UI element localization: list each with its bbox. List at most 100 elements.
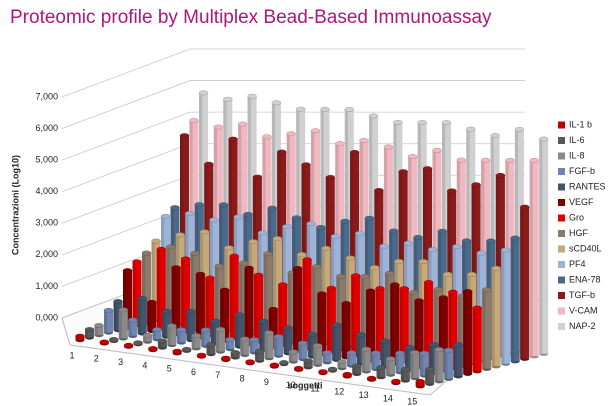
bar-part [423,280,434,285]
bar-part [157,341,167,348]
bar-part [247,96,257,315]
legend-label: PF4 [569,259,586,269]
bar-part [481,287,492,293]
bar-part [240,339,244,355]
bar-part [438,297,448,371]
bar-part [386,358,396,375]
bar-part [415,379,425,384]
bar-part [361,346,372,352]
legend-swatch [558,292,565,299]
bar-part [180,256,191,262]
bar-part [376,367,380,378]
bar-part [167,325,177,345]
legend-swatch [558,183,565,191]
bar-part [259,321,269,350]
bar-part [162,311,166,337]
bar [327,366,338,373]
bar-part [310,128,321,134]
bar-part [424,282,434,365]
bar-part [425,369,429,384]
bar-part [369,265,380,271]
bar-part [118,309,128,339]
bar-part [395,353,399,373]
bar [161,308,172,339]
bar-part [254,275,258,342]
legend-label: NAP-2 [569,321,596,331]
bar-part [326,288,336,352]
bar [293,365,304,372]
legend-label: V-CAM [569,305,598,315]
bar-part [264,332,268,359]
bar-part [237,121,248,127]
bar-part [190,253,200,330]
bar-part [383,146,393,337]
bar-part [297,252,307,258]
bar [424,367,435,386]
bar-part [360,276,364,353]
bar-part [295,106,306,112]
bar-part [441,120,452,126]
bar-part [471,182,481,188]
bar-part [480,157,491,163]
bar-part [243,211,253,217]
bar [75,333,85,343]
bar-part [514,126,525,132]
bar-part [448,289,458,295]
bar-part [259,321,263,350]
bar [462,289,473,376]
bar-part [425,369,435,384]
bar-part [472,305,482,311]
bar [510,235,520,364]
bar-part [371,353,381,369]
bar [361,346,372,374]
bar-part [244,268,254,344]
bar-part [400,369,405,381]
bar-part [264,332,274,359]
bar-part [444,350,454,379]
bar-part [171,265,181,271]
bar-part [239,263,243,336]
bar-part [375,286,385,291]
bar [167,323,177,348]
bar [84,327,95,340]
bar-part [447,188,457,194]
bar-part [219,204,229,322]
bar-part [423,168,432,346]
legend-swatch [558,168,565,175]
bar-part [434,349,444,382]
bar-part [337,361,341,368]
bar-part [359,138,369,143]
bar-part [296,109,306,321]
bar [269,362,280,369]
bar-part [128,317,138,323]
bar-part [350,152,360,336]
bar [322,350,332,365]
bar-part [501,250,511,364]
bar-part [278,284,288,345]
legend-label: ENA-78 [569,274,601,284]
bar-part [301,164,311,329]
bar-part [410,352,414,378]
bar-part [118,309,122,339]
bar [312,343,323,367]
bar-part [233,214,244,220]
legend-swatch [558,276,565,284]
bar-part [206,342,216,347]
bar-part [307,334,312,357]
bar-part [230,350,241,356]
legend-swatch [558,199,565,206]
bar-part [462,289,473,295]
bar-part [201,329,205,346]
bar-part [384,270,395,276]
bar-part [433,289,443,363]
bar-part [356,334,366,363]
bar-part [344,109,354,328]
bar-part [495,172,506,178]
bar-part [94,325,104,335]
bar-part [422,166,433,172]
bar-part [366,375,377,381]
bar-part [253,272,264,278]
bar-part [410,352,420,378]
bar [221,355,231,362]
bar-part [122,268,133,274]
